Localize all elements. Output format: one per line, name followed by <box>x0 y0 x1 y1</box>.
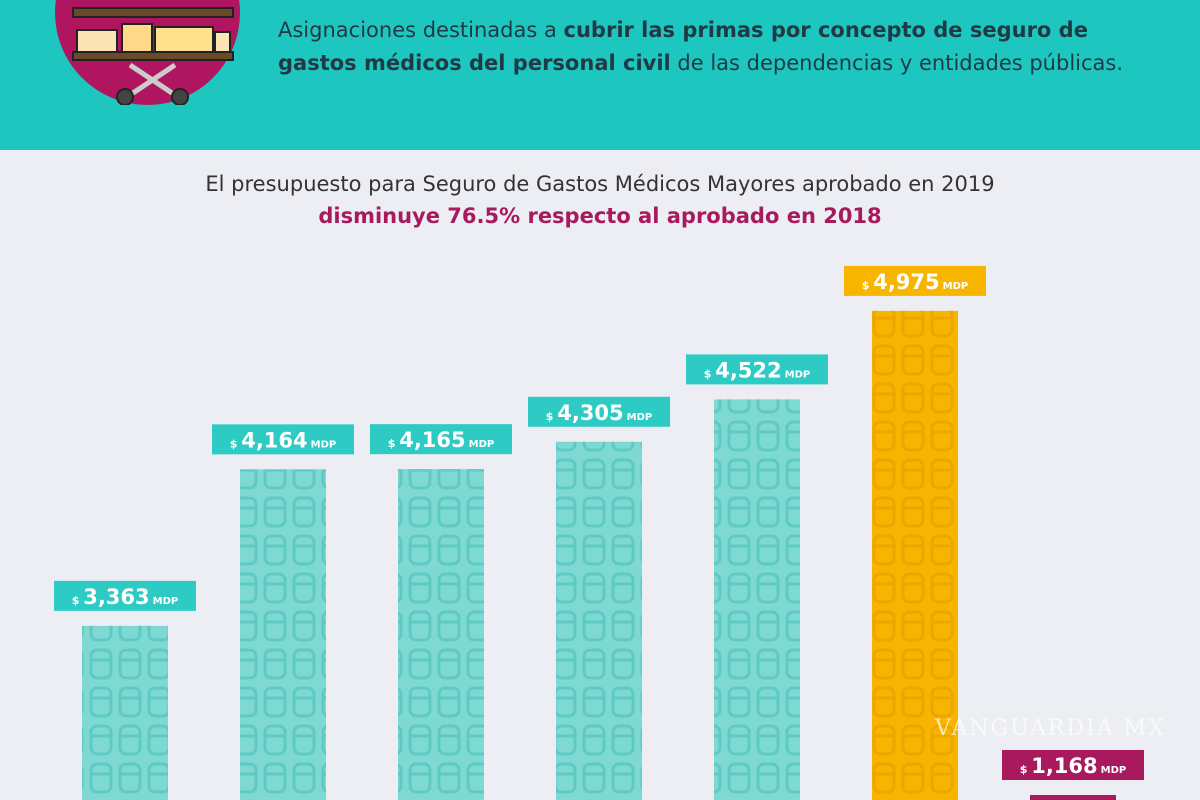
bar-pattern <box>714 399 800 800</box>
bar-pattern <box>556 441 642 800</box>
value-label: $ 3,363 MDP <box>72 585 179 609</box>
bar-pattern <box>398 469 484 800</box>
header-band: Asignaciones destinadas a cubrir las pri… <box>0 0 1200 150</box>
bar-pattern <box>872 310 958 800</box>
desc-bold: cubrir las primas por concepto de seguro… <box>278 18 1088 75</box>
value-label: $ 4,165 MDP <box>388 428 495 452</box>
value-label-box <box>54 580 196 611</box>
value-label-box <box>686 354 828 385</box>
value-label-box <box>528 396 670 427</box>
header-description: Asignaciones destinadas a cubrir las pri… <box>278 14 1138 80</box>
bar-pattern <box>82 625 168 800</box>
stretcher-bed-icon <box>55 0 240 106</box>
bar <box>1030 795 1116 800</box>
bar-pattern <box>240 469 326 800</box>
value-label: $ 4,305 MDP <box>546 401 653 425</box>
watermark: VANGUARDIA MX <box>935 716 1166 741</box>
chart-title: El presupuesto para Seguro de Gastos Méd… <box>205 172 995 196</box>
value-label-box <box>844 265 986 296</box>
value-label: $ 1,168 MDP <box>1020 754 1127 778</box>
value-label: $ 4,975 MDP <box>862 270 969 294</box>
value-label: $ 4,164 MDP <box>230 428 337 452</box>
chart-subtitle: disminuye 76.5% respecto al aprobado en … <box>318 204 882 228</box>
desc-post: de las dependencias y entidades públicas… <box>670 51 1124 75</box>
value-label: $ 4,522 MDP <box>704 358 811 382</box>
value-label-box <box>1002 750 1144 780</box>
value-label-box <box>370 424 512 455</box>
desc-pre: Asignaciones destinadas a <box>278 18 564 42</box>
value-label-box <box>212 424 354 455</box>
